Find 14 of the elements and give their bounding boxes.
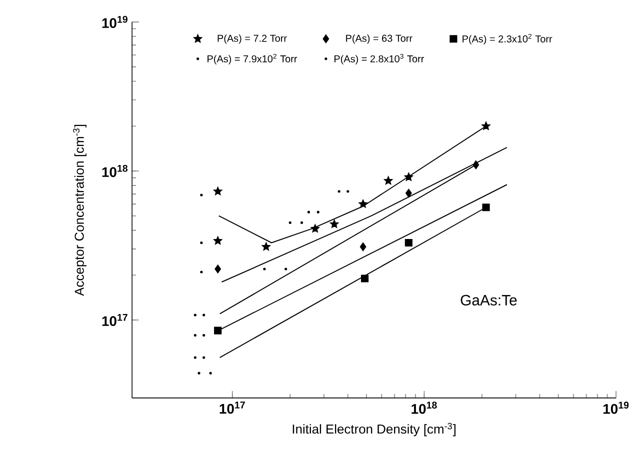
annotation: GaAs:Te: [460, 294, 517, 306]
y-axis-title: Acceptor Concentration [cm$^{-3}$]: [73, 124, 86, 296]
legend-label: P(As) = 7.2 Torr: [218, 34, 287, 44]
y-tick-label: 10$^{17}$: [102, 314, 128, 326]
legend-label: P(As) = 63 Torr: [346, 34, 412, 44]
x-axis-title: Initial Electron Density [cm$^{-3}$]: [292, 422, 456, 436]
legend-label: P(As) = 7.9x10$^{2}$ Torr: [208, 54, 298, 64]
y-tick-label: 10$^{18}$: [102, 164, 128, 178]
y-tick-label: 10$^{19}$: [102, 16, 128, 28]
x-tick-label: 10$^{19}$: [603, 402, 629, 414]
legend-label: P(As) = 2.3x10$^{2}$ Torr: [462, 34, 552, 44]
x-tick-label: 10$^{17}$: [220, 402, 245, 414]
legend-label: P(As) = 2.8x10$^{3}$ Torr: [334, 54, 424, 64]
x-tick-label: 10$^{18}$: [412, 402, 437, 414]
